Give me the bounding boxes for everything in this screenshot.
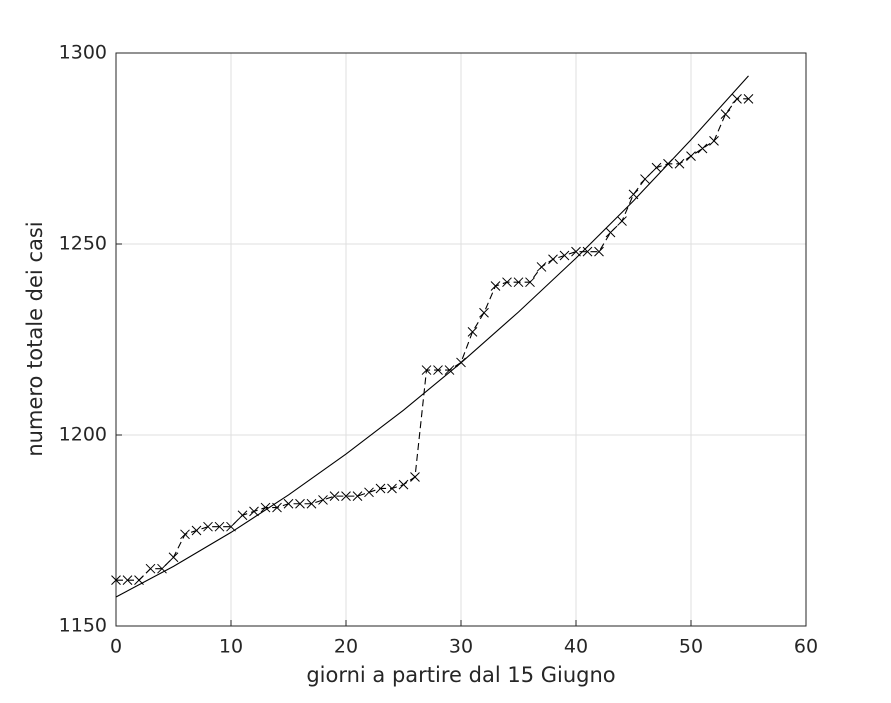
x-tick-label: 20 (334, 636, 358, 658)
y-tick-label: 1200 (59, 424, 107, 446)
marker (295, 498, 305, 509)
marker (479, 307, 489, 318)
plot-frame (115, 52, 807, 627)
marker (617, 216, 627, 226)
marker (145, 563, 156, 574)
marker (111, 575, 121, 586)
x-tick-label: 10 (219, 636, 243, 658)
x-tick-label: 50 (679, 636, 703, 658)
marker (709, 136, 719, 146)
marker (226, 521, 236, 532)
marker (605, 227, 616, 238)
marker (444, 365, 455, 375)
marker (697, 143, 708, 154)
y-axis-label: numero totale dei casi (23, 221, 47, 456)
marker (651, 162, 662, 173)
marker (306, 498, 317, 509)
marker (375, 483, 386, 494)
y-tick-label: 1250 (59, 233, 107, 255)
marker (387, 483, 397, 494)
marker (203, 521, 213, 532)
x-tick-label: 30 (449, 636, 473, 658)
marker (168, 552, 179, 563)
y-tick-label: 1150 (59, 615, 107, 637)
marker (720, 109, 731, 119)
x-tick-label: 60 (794, 636, 818, 658)
marker (525, 277, 535, 288)
marker (352, 491, 363, 501)
marker (536, 262, 547, 272)
marker (513, 277, 524, 288)
marker (398, 479, 409, 490)
marker (433, 365, 443, 375)
marker (283, 498, 294, 509)
marker (364, 487, 374, 498)
marker (249, 506, 259, 517)
marker (548, 254, 558, 265)
series-line (115, 75, 749, 598)
x-axis-label: giorni a partire dal 15 Giugno (306, 663, 615, 687)
marker (341, 491, 351, 501)
marker (410, 472, 420, 482)
marker (490, 281, 501, 291)
marker (640, 174, 650, 184)
marker (329, 491, 340, 501)
x-tick-label: 0 (110, 636, 122, 658)
marker (502, 277, 512, 288)
y-tick-label: 1300 (59, 42, 107, 64)
marker (191, 525, 202, 536)
marker (732, 93, 742, 104)
marker (594, 246, 604, 257)
marker (674, 158, 685, 169)
marker (237, 510, 248, 521)
marker (214, 521, 225, 532)
marker (260, 502, 271, 513)
marker (157, 563, 167, 574)
marker (318, 495, 328, 505)
marker (686, 151, 696, 161)
marker (180, 529, 190, 540)
marker (559, 250, 570, 261)
marker (122, 575, 133, 586)
marker (467, 327, 478, 337)
x-tick-label: 40 (564, 636, 588, 658)
marker (743, 93, 754, 104)
marker (582, 246, 593, 257)
marker (421, 365, 432, 375)
